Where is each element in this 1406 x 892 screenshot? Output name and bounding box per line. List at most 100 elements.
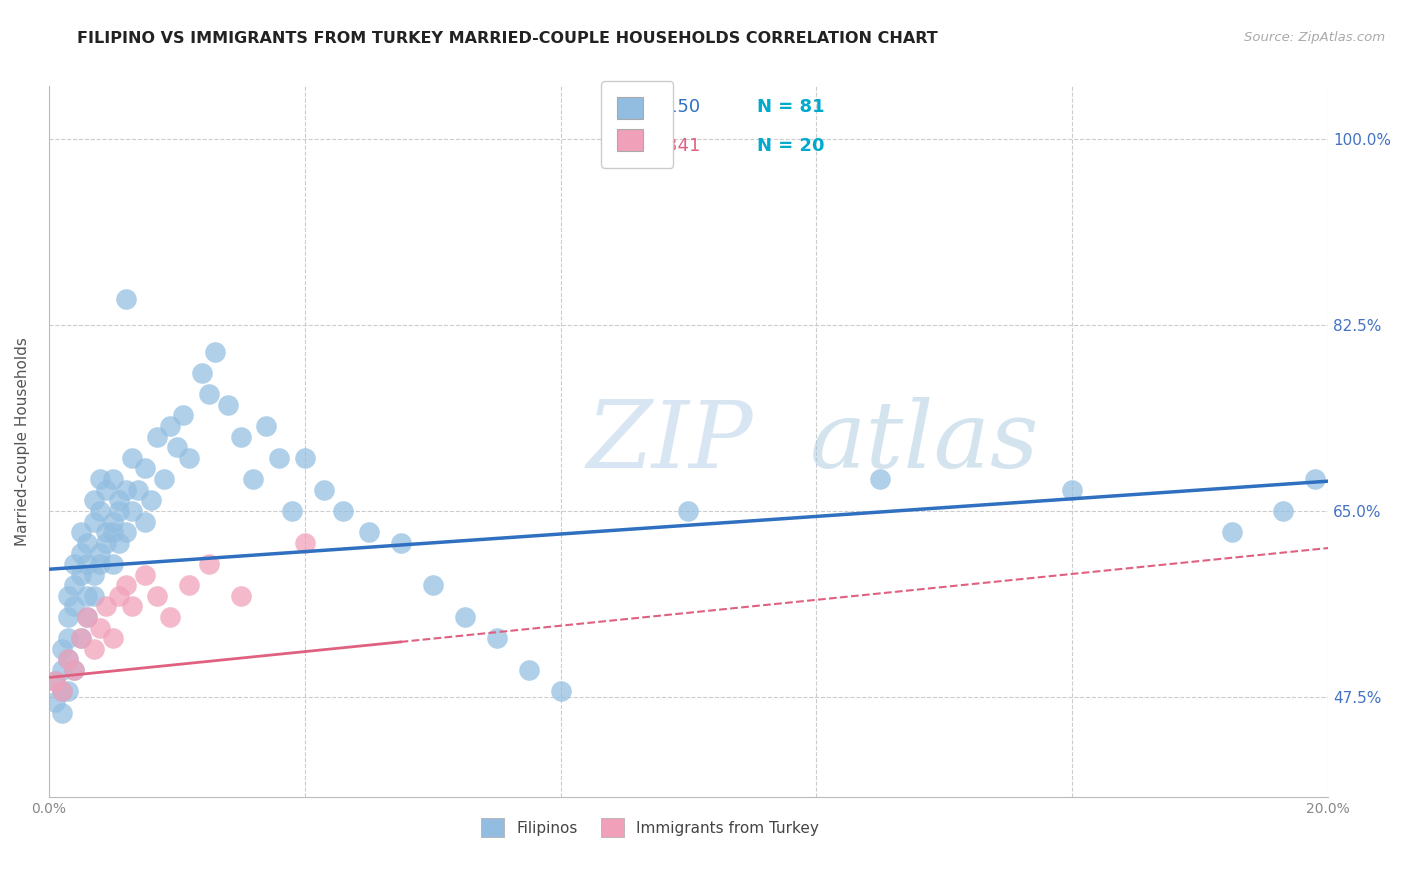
- Point: [678, 504, 700, 518]
- Point: [63, 663, 86, 677]
- Point: [69, 567, 91, 582]
- Point: [83, 493, 105, 508]
- Point: [242, 472, 264, 486]
- Point: [63, 599, 86, 614]
- Point: [83, 641, 105, 656]
- Text: R = 0.150: R = 0.150: [610, 97, 700, 116]
- Point: [63, 578, 86, 592]
- Point: [51, 684, 73, 698]
- Point: [83, 567, 105, 582]
- Point: [139, 493, 162, 508]
- Point: [153, 472, 176, 486]
- Point: [76, 610, 98, 624]
- Point: [101, 632, 124, 646]
- Text: N = 81: N = 81: [758, 97, 825, 116]
- Point: [101, 472, 124, 486]
- Point: [114, 292, 136, 306]
- Point: [267, 450, 290, 465]
- Point: [517, 663, 540, 677]
- Point: [166, 440, 188, 454]
- Point: [389, 535, 412, 549]
- Point: [197, 387, 219, 401]
- Point: [89, 557, 111, 571]
- Point: [121, 450, 143, 465]
- Point: [76, 589, 98, 603]
- Point: [44, 695, 66, 709]
- Point: [56, 652, 79, 666]
- Point: [191, 366, 214, 380]
- Point: [44, 673, 66, 688]
- Point: [108, 493, 131, 508]
- Y-axis label: Married-couple Households: Married-couple Households: [15, 337, 30, 546]
- Point: [422, 578, 444, 592]
- Point: [69, 632, 91, 646]
- Point: [89, 546, 111, 560]
- Point: [56, 684, 79, 698]
- Point: [134, 567, 156, 582]
- Point: [229, 429, 252, 443]
- Point: [294, 535, 316, 549]
- Point: [96, 535, 118, 549]
- Point: [96, 483, 118, 497]
- Text: atlas: atlas: [810, 397, 1039, 487]
- Point: [83, 589, 105, 603]
- Point: [1305, 472, 1327, 486]
- Point: [101, 557, 124, 571]
- Point: [51, 706, 73, 720]
- Point: [89, 472, 111, 486]
- Text: R = 0.341: R = 0.341: [610, 137, 700, 155]
- Point: [485, 632, 508, 646]
- Point: [108, 535, 131, 549]
- Point: [76, 535, 98, 549]
- Point: [101, 515, 124, 529]
- Point: [83, 515, 105, 529]
- Point: [229, 589, 252, 603]
- Point: [453, 610, 475, 624]
- Point: [127, 483, 149, 497]
- Point: [108, 589, 131, 603]
- Point: [179, 578, 201, 592]
- Point: [56, 652, 79, 666]
- Point: [56, 610, 79, 624]
- Point: [159, 610, 181, 624]
- Text: ZIP: ZIP: [586, 397, 752, 487]
- Point: [294, 450, 316, 465]
- Point: [51, 663, 73, 677]
- Point: [1220, 525, 1243, 540]
- Point: [254, 419, 277, 434]
- Point: [550, 684, 572, 698]
- Point: [101, 525, 124, 540]
- Point: [332, 504, 354, 518]
- Point: [51, 641, 73, 656]
- Point: [63, 557, 86, 571]
- Point: [114, 578, 136, 592]
- Point: [357, 525, 380, 540]
- Point: [217, 398, 239, 412]
- Point: [172, 409, 194, 423]
- Point: [312, 483, 335, 497]
- Point: [114, 525, 136, 540]
- Point: [96, 525, 118, 540]
- Point: [76, 557, 98, 571]
- Point: [69, 632, 91, 646]
- Point: [197, 557, 219, 571]
- Point: [1062, 483, 1084, 497]
- Point: [134, 461, 156, 475]
- Point: [114, 483, 136, 497]
- Legend: Filipinos, Immigrants from Turkey: Filipinos, Immigrants from Turkey: [475, 813, 825, 843]
- Point: [121, 599, 143, 614]
- Point: [76, 610, 98, 624]
- Text: N = 20: N = 20: [758, 137, 825, 155]
- Point: [869, 472, 891, 486]
- Point: [146, 429, 169, 443]
- Point: [281, 504, 304, 518]
- Point: [134, 515, 156, 529]
- Point: [69, 525, 91, 540]
- Point: [51, 684, 73, 698]
- Point: [159, 419, 181, 434]
- Point: [69, 546, 91, 560]
- Point: [179, 450, 201, 465]
- Point: [63, 663, 86, 677]
- Text: Source: ZipAtlas.com: Source: ZipAtlas.com: [1244, 31, 1385, 45]
- Point: [204, 344, 226, 359]
